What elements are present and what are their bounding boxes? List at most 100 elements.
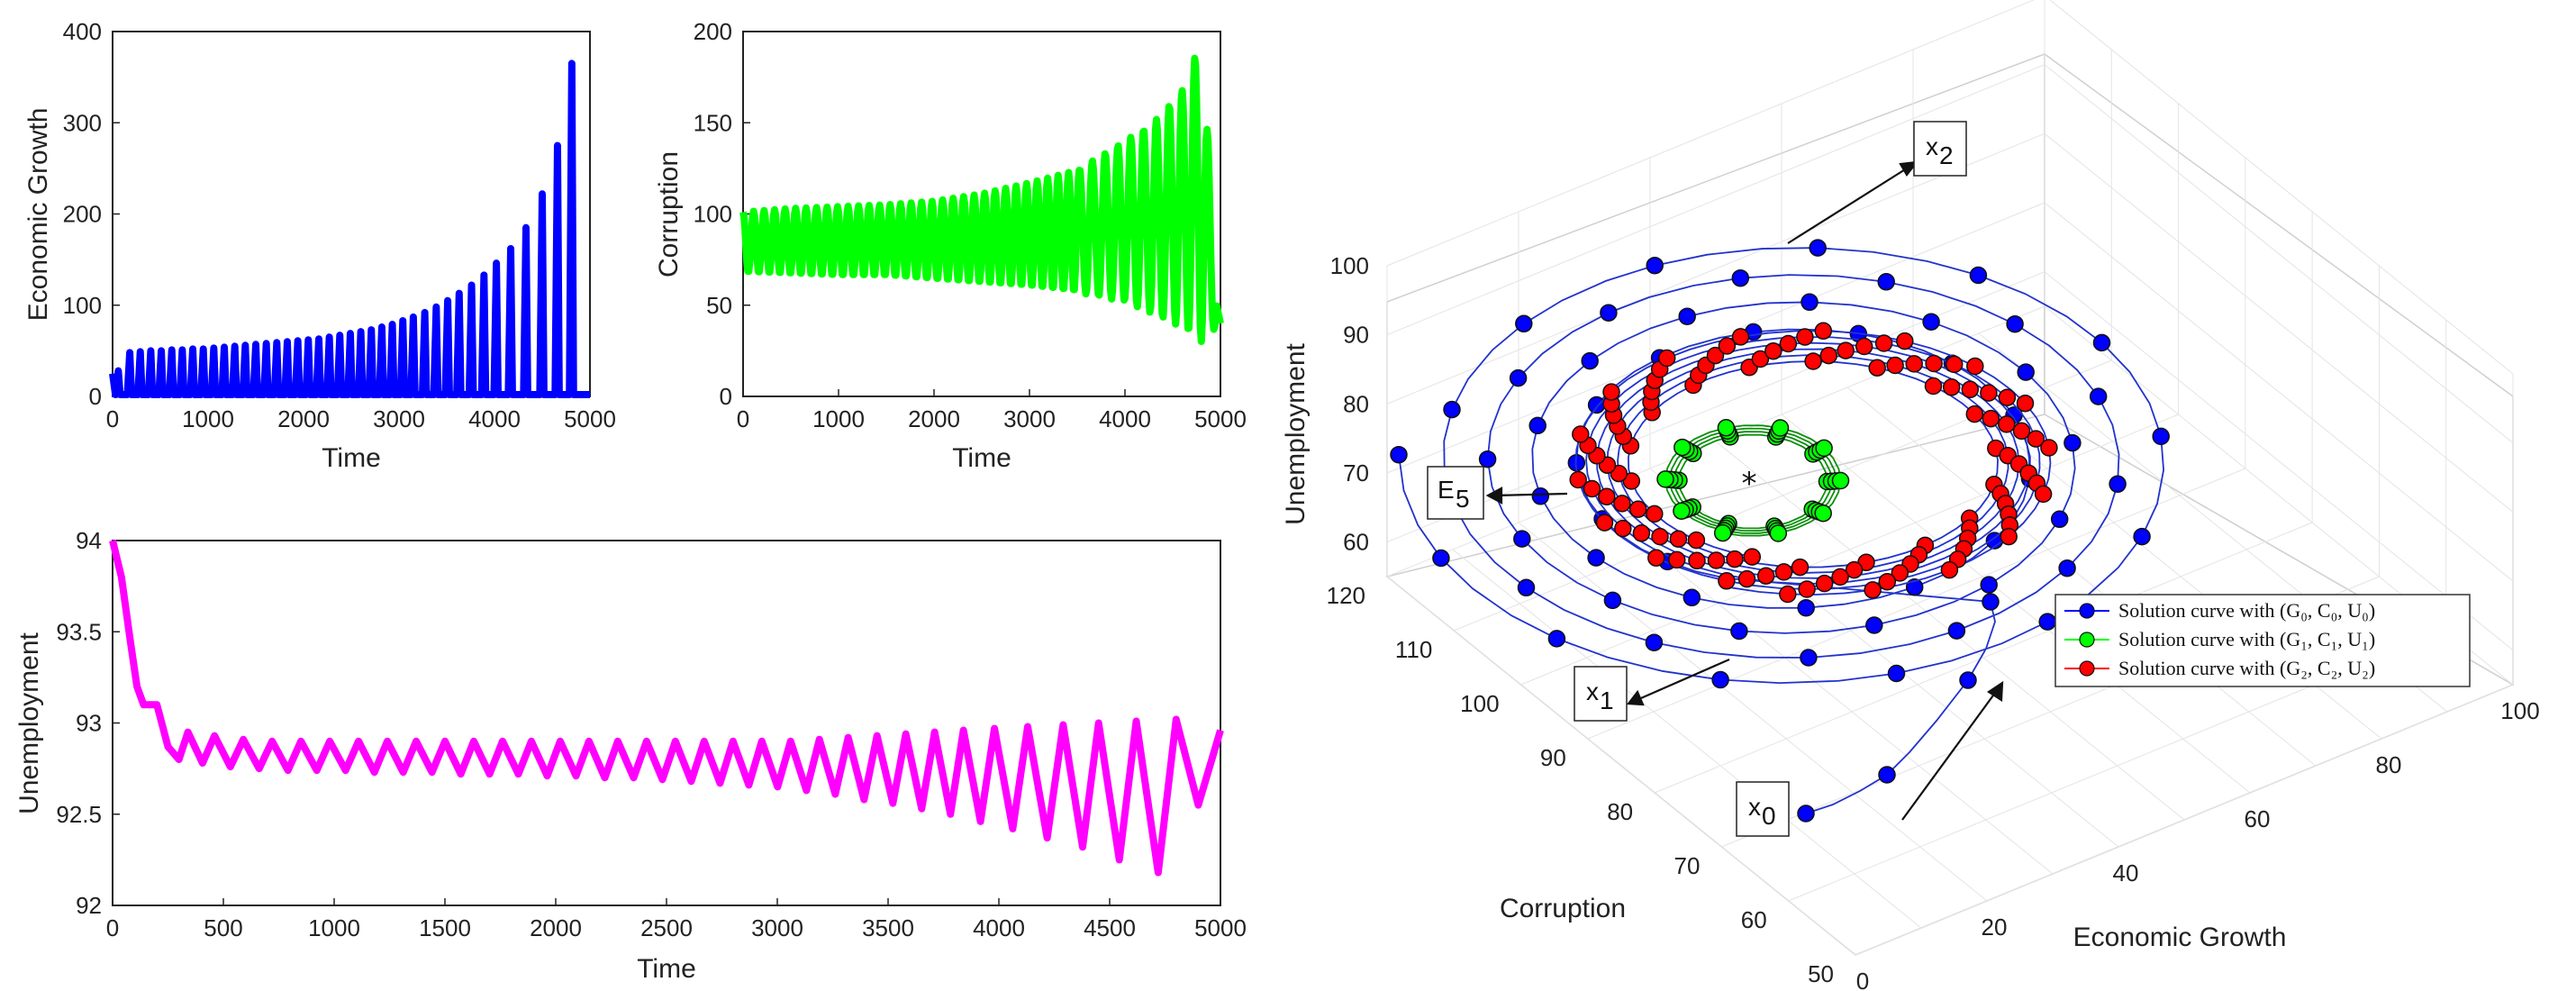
red-curve-point	[1718, 337, 1737, 355]
red-curve-point	[1845, 560, 1864, 579]
growth-xtick-label-3: 3000	[373, 405, 425, 432]
red-curve-point	[1756, 567, 1775, 585]
arrow-x0	[1901, 688, 1999, 821]
growth-xtick-label-2: 2000	[277, 405, 330, 432]
red-curve-point	[1688, 551, 1706, 570]
red-curve-point	[1814, 322, 1833, 341]
unemployment-xtick-label-10: 5000	[1194, 914, 1247, 941]
red-curve-point	[1569, 470, 1587, 489]
unemployment-xtick-label-5: 2500	[640, 914, 693, 941]
red-curve-point	[2000, 527, 2018, 546]
red-curve-point	[1651, 527, 1669, 546]
blue-curve-point	[1478, 450, 1497, 468]
blue-curve-point	[1800, 649, 1818, 667]
arrowhead-e5	[1485, 486, 1503, 505]
blue-curve-point	[1513, 530, 1531, 548]
unemployment-xtick-label-6: 3000	[751, 914, 803, 941]
green-curve-point	[1771, 419, 1790, 437]
annotation-x1-box	[1574, 666, 1628, 722]
red-curve-point	[1891, 564, 1909, 582]
red-curve-point	[1622, 472, 1641, 490]
growth-ytick-label-1: 100	[63, 292, 102, 319]
blue-curve-point	[1600, 304, 1618, 322]
grid-floor-c-80	[1654, 522, 2313, 794]
blue-curve-point	[1947, 622, 1966, 640]
phase3d-chart: 0204060801005060708090100110120607080901…	[1281, 0, 2540, 991]
red-curve-point	[1743, 548, 1762, 566]
green-curve-point	[1814, 504, 1832, 523]
grid-floor-g-10	[1452, 549, 1922, 929]
annotation-x2-sub: 2	[1939, 141, 1954, 169]
blue-curve-point	[1865, 616, 1883, 634]
red-curve-point	[1774, 563, 1793, 581]
red-curve-point	[2040, 439, 2058, 457]
blue-curve-point	[1731, 268, 1750, 287]
corruption-ticks: 0 1000 2000 3000 4000 5000 0 50 100 150 200	[694, 18, 1247, 432]
red-curve-point	[1878, 572, 1897, 591]
phase3d-box	[1385, 52, 2515, 956]
blue-curve-point	[2064, 433, 2082, 452]
arrow-x1	[1634, 658, 1730, 703]
corruption-xtick-label-4: 4000	[1099, 405, 1151, 432]
corruption-ytick-label-0: 0	[720, 383, 732, 410]
unemployment-ylabel: Unemployment	[14, 632, 44, 814]
annotation-x2-box	[1913, 121, 1967, 177]
green-curve-point	[1769, 524, 1788, 542]
red-curve-point	[1940, 560, 1959, 579]
growth-xtick-label-4: 4000	[468, 405, 521, 432]
unemployment-ticks: 0 500 1000 1500 2000 2500 3000 3500 4000 4500 5000…	[56, 527, 1247, 941]
unemployment-series-line	[109, 540, 1224, 877]
phase3d-xtick-label-0: 0	[1856, 968, 1869, 991]
phase3d-ytick-label-4: 90	[1540, 744, 1566, 771]
growth-ytick-label-3: 300	[63, 109, 102, 136]
blue-curve-point	[1515, 314, 1533, 333]
legend-entry-1: Solution curve with (G₁, C₁, U₁)	[2064, 628, 2375, 650]
red-curve-point	[1815, 574, 1834, 593]
red-curve-point	[2034, 485, 2053, 504]
annotation-x0-box	[1736, 781, 1790, 837]
growth-ylabel: Economic Growth	[23, 108, 53, 322]
red-curve-point	[1791, 558, 1810, 577]
green-curve-point	[1656, 470, 1674, 488]
legend-entry-0: Solution curve with (G₀, C₀, U₀)	[2064, 599, 2375, 622]
red-curve-point	[1942, 378, 1961, 396]
blue-curve-point	[1645, 633, 1664, 651]
blue-curve-point	[1390, 445, 1408, 464]
phase3d-arrows	[1485, 160, 2004, 821]
corruption-xtick-label-1: 1000	[812, 405, 865, 432]
grid-floor-g-20	[1518, 522, 1988, 902]
phase3d-xtick-label-1: 20	[1982, 914, 2008, 941]
legend-marker-0	[2079, 603, 2095, 619]
corruption-ytick-label-2: 100	[694, 201, 732, 228]
red-curve-point	[1874, 334, 1893, 352]
annotation-x0-sub: 0	[1762, 802, 1776, 830]
red-curve-point	[1595, 514, 1614, 532]
grid-floor-c-100	[1520, 414, 2179, 686]
blue-curve-point	[2038, 613, 2056, 631]
red-curve-point	[1804, 352, 1822, 370]
blue-curve-point	[1443, 400, 1461, 419]
arrowhead-x0	[1986, 680, 2004, 702]
red-curve-point	[2012, 422, 2031, 441]
green-curve-point	[1815, 439, 1833, 458]
equilibrium-marker: *	[1742, 466, 1757, 502]
grid-floor-c-90	[1587, 468, 2246, 740]
blue-curve-point	[1531, 487, 1550, 505]
red-curve-point	[1980, 384, 1998, 402]
blue-curve-point	[1678, 307, 1696, 325]
blue-curve-point	[1980, 576, 1998, 594]
unemployment-xtick-label-1: 500	[204, 914, 242, 941]
phase3d-ytick-label-2: 70	[1674, 852, 1701, 879]
unemployment-xtick-label-4: 2000	[530, 914, 582, 941]
arrowhead-x1	[1626, 689, 1645, 706]
unemployment-xtick-label-7: 3500	[862, 914, 914, 941]
blue-curve-point	[1797, 805, 1815, 823]
grid-floor-c-50	[1855, 684, 2514, 956]
corruption-xtick-label-3: 3000	[1003, 405, 1056, 432]
blue-curve-point	[2017, 363, 2035, 381]
red-curve-point	[1855, 337, 1873, 356]
red-curve-point	[1628, 500, 1647, 518]
phase3d-ztick-label-3: 90	[1343, 322, 1369, 349]
red-curve-point	[1945, 355, 1964, 374]
blue-curve-point	[2092, 333, 2111, 352]
